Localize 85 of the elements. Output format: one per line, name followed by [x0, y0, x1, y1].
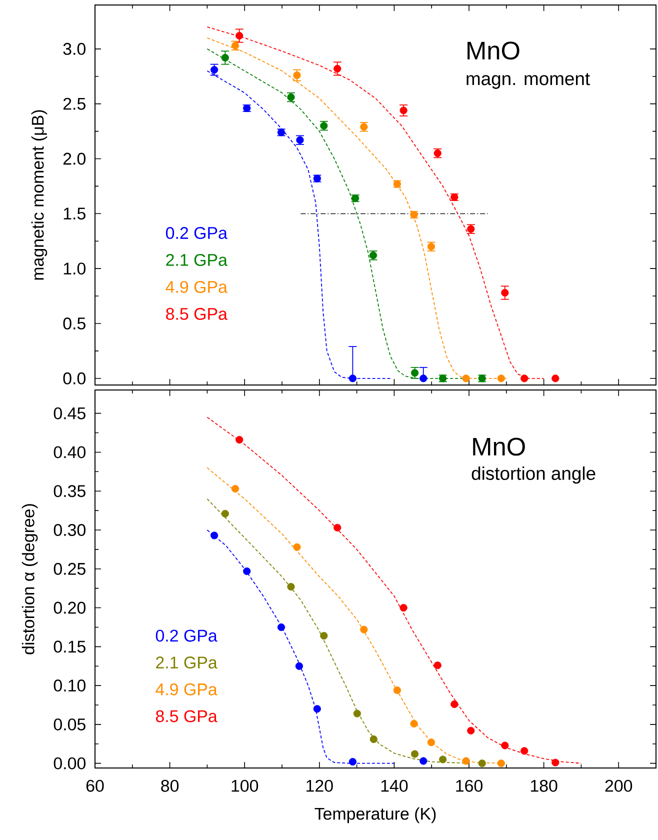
- point: [400, 604, 408, 612]
- text: 8.5 GPa: [166, 308, 228, 320]
- point: [231, 484, 240, 493]
- point: [467, 726, 475, 734]
- y-tick-label: 0.00: [54, 757, 86, 770]
- point: [552, 758, 560, 766]
- x-tick-label: 200: [605, 780, 632, 792]
- point: [497, 374, 505, 382]
- point: [210, 532, 218, 540]
- point: [236, 436, 244, 444]
- x-axis-title: Temperature (K): [314, 807, 436, 824]
- y-tick-label: 0.40: [54, 446, 86, 458]
- text: MnO: [473, 438, 525, 456]
- point: [320, 632, 328, 640]
- point: [450, 700, 458, 708]
- point: [393, 686, 401, 694]
- point: [501, 742, 509, 750]
- y-tick-label: 3.0: [63, 42, 86, 55]
- point: [221, 510, 229, 518]
- point: [370, 735, 378, 744]
- y-tick-label: 0.20: [54, 602, 86, 614]
- point: [501, 288, 509, 297]
- x-tick-label: 60: [86, 780, 104, 792]
- y-tick-label: 0.25: [54, 562, 86, 575]
- x-tick-label: 120: [306, 780, 333, 792]
- point: [420, 757, 428, 765]
- point: [334, 64, 342, 72]
- point: [410, 720, 418, 728]
- point: [243, 567, 251, 576]
- point: [287, 582, 295, 591]
- point: [462, 757, 470, 765]
- y-tick-label: 0.15: [54, 640, 86, 653]
- point: [295, 662, 304, 670]
- point: [313, 705, 321, 713]
- y-tick-label: 2.0: [63, 152, 86, 165]
- text: 4.9 GPa: [156, 683, 218, 696]
- point: [210, 66, 218, 74]
- y-tick-label: 0.35: [54, 485, 86, 498]
- y-tick-label: 0.0: [63, 372, 86, 384]
- point: [221, 54, 229, 62]
- text: magn. moment: [466, 73, 590, 89]
- point: [497, 760, 505, 768]
- x-tick-label: 140: [381, 780, 408, 792]
- y-tick-label: 1.5: [64, 208, 86, 220]
- y-tick-label: 0.10: [54, 680, 86, 692]
- x-tick-label: 100: [232, 780, 258, 792]
- point: [277, 623, 286, 632]
- y-tick-label: 0.5: [63, 317, 86, 330]
- text: 8.5 GPa: [156, 710, 218, 722]
- point: [439, 756, 447, 764]
- x-tick-label: 80: [161, 780, 179, 792]
- point: [334, 524, 342, 532]
- y-tick-label: 0.45: [54, 407, 86, 420]
- point: [410, 750, 419, 758]
- text: MnO: [468, 42, 520, 60]
- text: 0.2 GPa: [166, 226, 228, 239]
- point: [520, 374, 528, 382]
- point: [353, 710, 361, 718]
- x-tick-label: 180: [530, 780, 558, 792]
- y-axis-title: magnetic moment (μB): [31, 110, 48, 280]
- point: [434, 662, 442, 670]
- point: [462, 374, 470, 382]
- point: [348, 758, 356, 766]
- y-tick-label: 2.5: [63, 98, 86, 110]
- y-axis-title: distortion α (degree): [22, 504, 38, 654]
- text: 4.9 GPa: [166, 280, 228, 293]
- y-tick-label: 0.30: [54, 524, 86, 536]
- text: 2.1 GPa: [166, 254, 228, 266]
- point: [410, 369, 419, 377]
- point: [293, 543, 301, 551]
- x-tick-label: 160: [456, 780, 482, 792]
- text: distortion angle: [472, 466, 596, 484]
- text: 2.1 GPa: [156, 656, 218, 669]
- point: [360, 626, 368, 634]
- point: [478, 760, 486, 768]
- y-tick-label: 0.05: [54, 718, 86, 730]
- point: [520, 747, 528, 755]
- point: [236, 32, 244, 40]
- point: [420, 374, 428, 382]
- point: [427, 738, 436, 746]
- text: 0.2 GPa: [156, 630, 218, 642]
- y-tick-label: 1.0: [64, 262, 86, 275]
- point: [552, 374, 560, 382]
- point: [400, 106, 408, 114]
- point: [293, 71, 301, 80]
